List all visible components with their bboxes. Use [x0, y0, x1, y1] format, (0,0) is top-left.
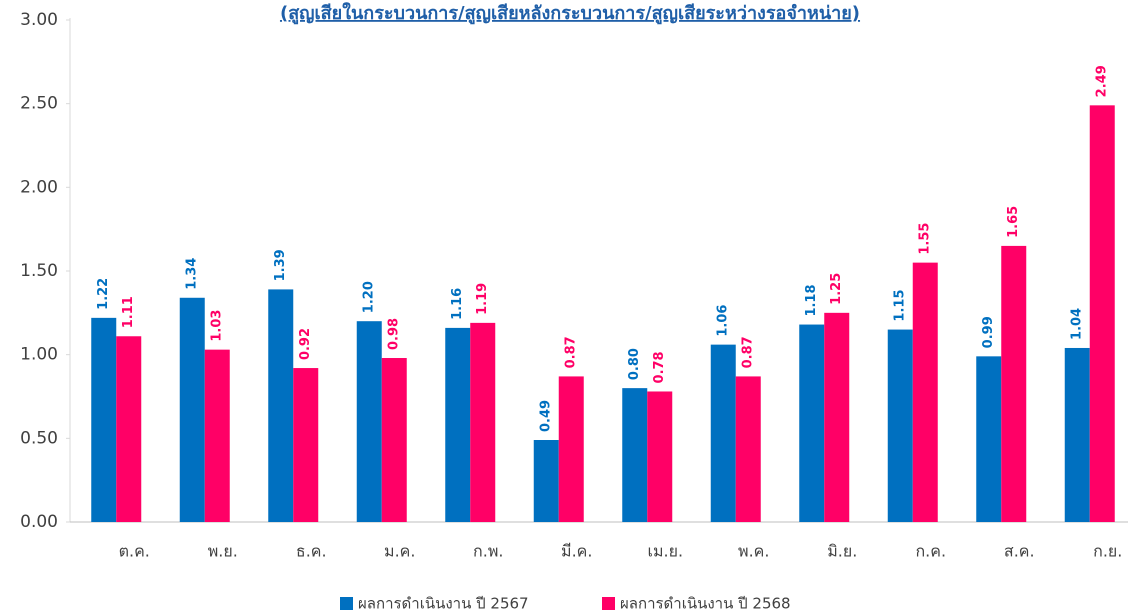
y-tick-label: 0.50 [20, 428, 58, 448]
bar [91, 317, 117, 522]
bar [799, 324, 825, 522]
bar [533, 440, 559, 522]
bar [293, 368, 319, 522]
legend-label: ผลการดำเนินงาน ปี 2568 [620, 595, 791, 613]
value-label: 0.49 [539, 400, 554, 432]
bar [1089, 105, 1115, 522]
value-label: 0.87 [741, 336, 756, 368]
chart-title: (สูญเสียในกระบวนการ/สูญเสียหลังกระบวนการ… [280, 2, 860, 25]
x-tick-label: พ.ค. [738, 542, 769, 561]
bar [116, 336, 142, 522]
legend-swatch [602, 597, 615, 610]
bar [1064, 347, 1090, 522]
bar [204, 349, 230, 522]
value-label: 1.39 [273, 249, 288, 281]
x-tick-label: เม.ย. [647, 542, 683, 561]
x-tick-label: มี.ค. [561, 542, 592, 561]
bar [735, 376, 761, 522]
value-label: 1.06 [716, 305, 731, 337]
bar [976, 356, 1002, 522]
bar [912, 262, 938, 522]
value-label: 0.78 [652, 351, 667, 383]
x-tick-label: ก.ย. [1093, 542, 1122, 561]
value-label: 1.65 [1006, 206, 1021, 238]
value-label: 1.11 [121, 296, 136, 328]
x-tick-label: ก.ค. [915, 542, 946, 561]
value-label: 1.19 [475, 283, 490, 315]
y-tick-label: 1.00 [20, 345, 58, 365]
bar [381, 358, 407, 522]
x-tick-label: ส.ค. [1004, 542, 1035, 561]
x-tick-label: พ.ย. [208, 542, 238, 561]
bar [445, 327, 471, 522]
bar [558, 376, 584, 522]
value-label: 1.25 [829, 273, 844, 305]
value-label: 0.99 [981, 316, 996, 348]
y-tick-label: 2.50 [20, 94, 58, 114]
legend-label: ผลการดำเนินงาน ปี 2567 [358, 595, 529, 613]
bar [824, 312, 850, 522]
value-label: 1.18 [804, 284, 819, 316]
value-label: 1.55 [918, 223, 933, 255]
y-tick-label: 2.00 [20, 177, 58, 197]
x-tick-label: ต.ค. [119, 542, 150, 561]
x-tick-label: ม.ค. [384, 542, 415, 561]
bar [622, 388, 648, 522]
value-label: 1.20 [362, 281, 377, 313]
value-label: 0.98 [387, 318, 402, 350]
y-tick-label: 1.50 [20, 261, 58, 281]
bar [710, 344, 736, 522]
value-label: 0.92 [298, 328, 313, 360]
value-label: 1.03 [210, 310, 225, 342]
value-label: 0.80 [627, 348, 642, 380]
value-label: 1.16 [450, 288, 465, 320]
bar [470, 322, 496, 522]
x-tick-label: มิ.ย. [827, 542, 857, 561]
value-label: 1.15 [893, 289, 908, 321]
bar [268, 289, 294, 522]
bar [179, 297, 205, 522]
value-label: 2.49 [1095, 65, 1110, 97]
legend-swatch [340, 597, 353, 610]
value-label: 0.87 [564, 336, 579, 368]
bar [887, 329, 913, 522]
bar [647, 391, 673, 522]
y-tick-label: 0.00 [20, 512, 58, 532]
bar [356, 321, 382, 522]
x-tick-label: ก.พ. [473, 542, 503, 561]
x-tick-label: ธ.ค. [296, 542, 327, 561]
y-tick-label: 3.00 [20, 10, 58, 30]
value-label: 1.22 [96, 278, 111, 310]
value-label: 1.04 [1070, 308, 1085, 340]
value-label: 1.34 [185, 258, 200, 290]
bar [1001, 245, 1027, 522]
